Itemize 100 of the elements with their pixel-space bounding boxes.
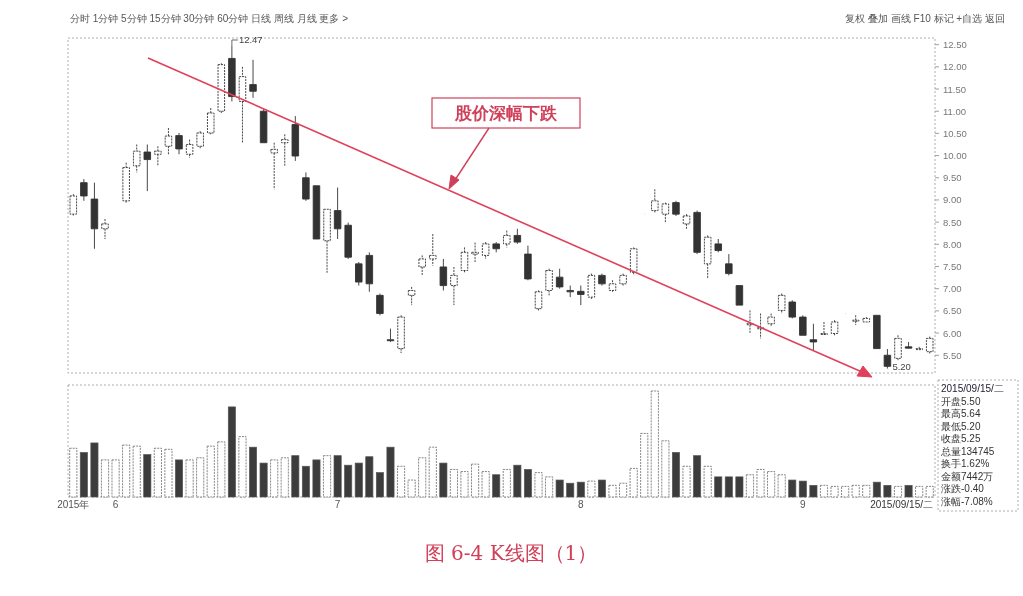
bar xyxy=(217,441,226,498)
y-tick-label: 10.00 xyxy=(943,150,967,162)
bar xyxy=(513,464,522,498)
bar xyxy=(397,465,405,498)
text: 金额7442万 xyxy=(941,470,994,482)
candlestick xyxy=(69,193,78,216)
candlestick xyxy=(566,285,574,298)
candlestick xyxy=(820,321,828,335)
bar xyxy=(872,481,881,498)
candlestick xyxy=(217,62,226,114)
candlestick xyxy=(577,285,585,306)
candlestick xyxy=(397,314,405,354)
bar xyxy=(746,474,754,498)
bar xyxy=(481,471,490,498)
text: 图 6-4 K线图（1） xyxy=(424,541,598,565)
candlestick xyxy=(355,261,363,287)
bar xyxy=(492,474,501,498)
bar xyxy=(502,469,511,498)
candlestick xyxy=(534,290,543,311)
y-tick-label: 12.50 xyxy=(943,39,967,51)
bar xyxy=(841,486,850,498)
bar xyxy=(682,465,691,498)
candlestick xyxy=(672,200,680,217)
candlestick xyxy=(629,246,638,276)
text: 换手1.62% xyxy=(941,458,990,469)
bar xyxy=(545,476,554,498)
bar xyxy=(175,459,183,498)
candlestick xyxy=(799,314,807,336)
y-tick-label: 8.50 xyxy=(943,216,962,228)
bar xyxy=(756,469,765,498)
candlestick xyxy=(545,268,553,296)
bar xyxy=(291,455,300,498)
candlestick xyxy=(830,319,839,336)
text: 分时 1分钟 5分钟 15分钟 30分钟 60分钟 日线 周线 月线 更多 > xyxy=(70,13,349,24)
text: 收盘5.25 xyxy=(941,433,981,444)
bar xyxy=(280,457,289,498)
y-tick-label: 7.50 xyxy=(943,261,962,273)
candlestick xyxy=(503,230,511,248)
bar xyxy=(809,484,818,498)
candlestick xyxy=(767,313,775,328)
candlestick xyxy=(619,273,627,287)
bar xyxy=(238,436,247,498)
bar xyxy=(534,472,543,498)
text: 2015/09/15/二 xyxy=(870,499,933,510)
bar xyxy=(703,465,712,498)
candlestick xyxy=(323,208,331,275)
bar xyxy=(122,444,131,498)
candlestick xyxy=(809,323,818,351)
bar xyxy=(650,390,659,498)
bar xyxy=(777,474,786,498)
bar xyxy=(185,459,194,498)
y-tick-label: 9.50 xyxy=(943,172,962,184)
bar xyxy=(862,484,871,498)
bar xyxy=(894,486,902,498)
candlestick xyxy=(196,130,204,150)
candlestick xyxy=(651,188,659,213)
candlestick xyxy=(164,127,173,155)
candlestick xyxy=(376,293,384,316)
x-tick-label: 8 xyxy=(578,499,585,510)
annotation: 12.47 xyxy=(238,33,263,45)
candlestick xyxy=(291,115,300,162)
bar xyxy=(820,484,828,498)
bar xyxy=(386,446,395,498)
candlestick xyxy=(492,241,500,253)
candlestick xyxy=(302,171,310,202)
bar xyxy=(227,406,236,498)
candlestick xyxy=(80,178,88,202)
text: 复权 叠加 画线 F10 标记 +自选 返回 xyxy=(845,13,1005,24)
annotation: 股价深幅下跌 xyxy=(454,104,558,123)
bar xyxy=(143,454,152,498)
y-tick-label: 11.00 xyxy=(943,105,967,117)
text: 最高5.64 xyxy=(941,408,981,419)
bar xyxy=(798,480,807,498)
bar xyxy=(629,468,638,498)
y-tick-label: 6.00 xyxy=(943,327,962,339)
bar xyxy=(915,486,924,498)
candlestick xyxy=(883,348,892,370)
y-tick-label: 9.00 xyxy=(943,194,962,206)
y-tick-label: 10.50 xyxy=(943,127,967,139)
candlestick xyxy=(249,59,257,99)
candlestick xyxy=(418,254,426,276)
bar xyxy=(301,465,310,498)
candlestick xyxy=(154,145,162,167)
text: 最低5.20 xyxy=(941,420,981,432)
candlestick xyxy=(270,142,278,190)
bar xyxy=(439,462,448,498)
bar xyxy=(270,459,279,498)
candlestick xyxy=(904,341,913,350)
bar xyxy=(407,479,416,498)
candlestick xyxy=(725,253,733,276)
bar xyxy=(333,455,342,498)
candlestick xyxy=(333,187,342,240)
candlestick xyxy=(746,309,754,334)
y-tick-label: 11.50 xyxy=(943,83,967,95)
candlestick xyxy=(481,241,490,260)
bar xyxy=(735,476,744,498)
candlestick xyxy=(259,108,268,144)
candlestick xyxy=(386,328,395,343)
candlestick xyxy=(555,268,564,290)
bar xyxy=(767,471,776,498)
